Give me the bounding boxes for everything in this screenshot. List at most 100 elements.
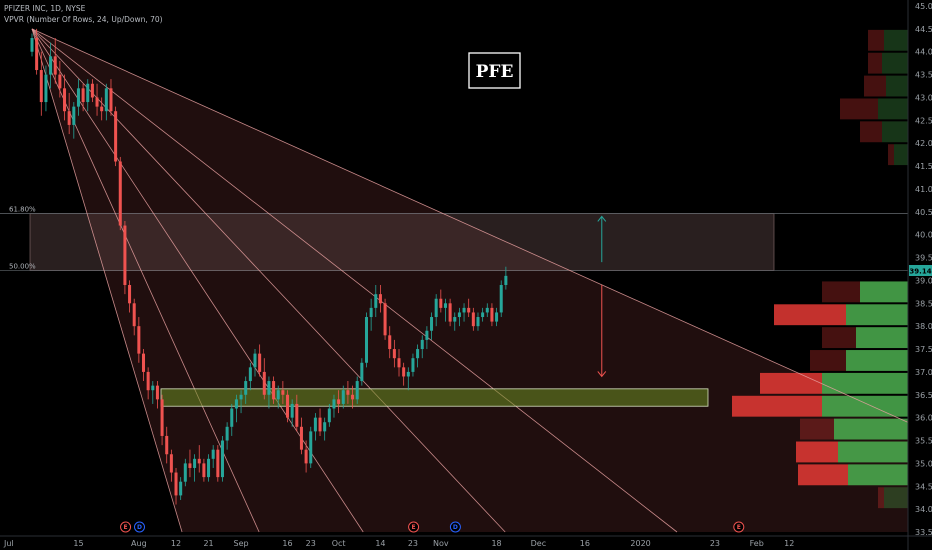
candle-body [262,371,266,395]
candle-body [197,458,201,464]
candle-body [104,88,108,112]
candle-body [295,403,299,427]
candle-body [44,74,48,103]
candle-body [35,38,39,71]
candle-body [406,371,410,377]
candle-body [30,38,34,52]
candle-body [392,349,396,359]
candle-body [230,408,234,427]
y-tick-label: 40.50 [915,208,932,217]
x-tick-label: Aug [131,539,147,548]
volume-profile-down-bar [888,144,894,166]
volume-profile-up-bar [884,487,908,509]
x-tick-label: 21 [203,539,213,548]
candle-body [369,307,373,318]
candle-body [462,307,466,313]
candle-body [304,449,308,464]
candle-body [467,307,471,313]
x-tick-label: 23 [710,539,720,548]
candle-body [327,408,331,423]
x-tick-label: 12 [171,539,181,548]
candle-body [416,349,420,359]
candle-body [253,353,257,368]
candle-body [239,394,243,400]
candle-body [234,399,238,409]
candle-body [267,381,271,395]
volume-profile-down-bar [822,281,860,303]
projection-arrow-head [597,215,607,222]
candle-body [439,298,443,308]
candle-body [476,317,480,327]
volume-profile-down-bar [822,327,856,349]
volume-profile-up-bar [860,281,908,303]
candle-body [453,317,457,322]
candle-body [49,56,53,75]
x-tick-label: 15 [73,539,83,548]
candle-body [183,463,187,482]
candle-body [383,303,387,336]
ticker-label: PFE [476,62,514,82]
candle-body [272,381,276,400]
symbol-header: PFIZER INC, 1D, NYSE [4,4,86,13]
candle-body [63,88,67,112]
y-tick-label: 38.00 [915,322,932,331]
candle-body [39,70,43,103]
volume-profile-up-bar [878,98,908,120]
candle-body [179,481,183,496]
candle-body [481,312,485,318]
candle-body [160,399,164,436]
candle-body [132,303,136,327]
candle-body [76,88,80,107]
fib-level-label: 50.00% [9,262,36,270]
candle-body [155,385,159,400]
candle-body [346,390,350,395]
candle-body [332,399,336,409]
candle-body [188,463,192,468]
volume-profile-up-bar [884,29,908,51]
candle-body [53,56,57,75]
candle-body [86,83,90,103]
candle-body [434,298,438,318]
event-badge [449,521,461,533]
candle-body [323,422,327,432]
x-tick-label: 2020 [630,539,650,548]
event-badge-label: D [453,524,458,531]
candle-body [443,303,447,308]
x-tick-label: Jul [3,539,14,548]
event-badge-label: E [124,524,128,531]
event-badge [120,521,132,533]
x-tick-label: 16 [282,539,292,548]
candle-body [457,312,461,318]
y-tick-label: 42.00 [915,139,932,148]
y-tick-label: 34.00 [915,505,932,514]
candle-body [244,381,248,395]
volume-profile-down-bar [840,98,878,120]
event-badge-label: E [412,524,416,531]
volume-profile-up-bar [846,350,908,371]
fan-line [31,28,183,533]
volume-profile-down-bar [732,395,822,417]
candle-body [374,294,378,308]
candle-body [207,458,211,478]
candle-body [123,225,127,286]
price-tag: 39.14 [909,268,931,276]
indicator-header: VPVR (Number Of Rows, 24, Up/Down, 70) [4,15,163,24]
y-tick-label: 37.00 [915,368,932,377]
candle-body [151,385,155,391]
volume-profile-down-bar [800,418,834,440]
candle-body [337,399,341,404]
fan-line [31,28,678,533]
candle-body [95,97,99,107]
volume-profile-down-bar [796,441,838,463]
candle-body [499,285,503,313]
fan-line [31,28,909,423]
y-tick-label: 33.50 [915,528,932,537]
candle-body [355,381,359,400]
candle-body [286,394,290,418]
candle-body [137,326,141,354]
volume-profile-up-bar [882,121,908,143]
volume-profile-up-bar [886,75,908,97]
candle-body [495,312,499,322]
